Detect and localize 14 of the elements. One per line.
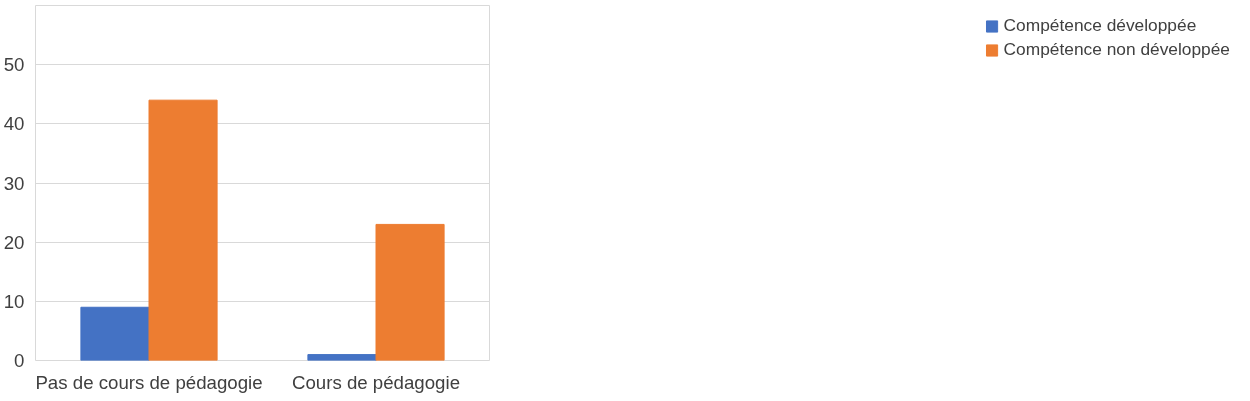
bar xyxy=(307,354,377,361)
bar xyxy=(148,99,218,361)
bar xyxy=(80,306,150,361)
legend-label: Compétence développée xyxy=(1003,15,1197,36)
y-tick-label: 40 xyxy=(3,113,25,135)
bar xyxy=(375,223,445,361)
y-tick-label: 10 xyxy=(3,290,25,312)
legend-label: Compétence non développée xyxy=(1003,39,1230,60)
x-tick-label: Cours de pédagogie xyxy=(291,371,461,393)
y-tick-label: 20 xyxy=(3,231,25,253)
y-tick-label: 50 xyxy=(3,54,25,76)
x-tick-label: Pas de cours de pédagogie xyxy=(35,371,263,393)
y-tick-label: 30 xyxy=(3,172,25,194)
y-tick-label: 0 xyxy=(14,350,25,371)
